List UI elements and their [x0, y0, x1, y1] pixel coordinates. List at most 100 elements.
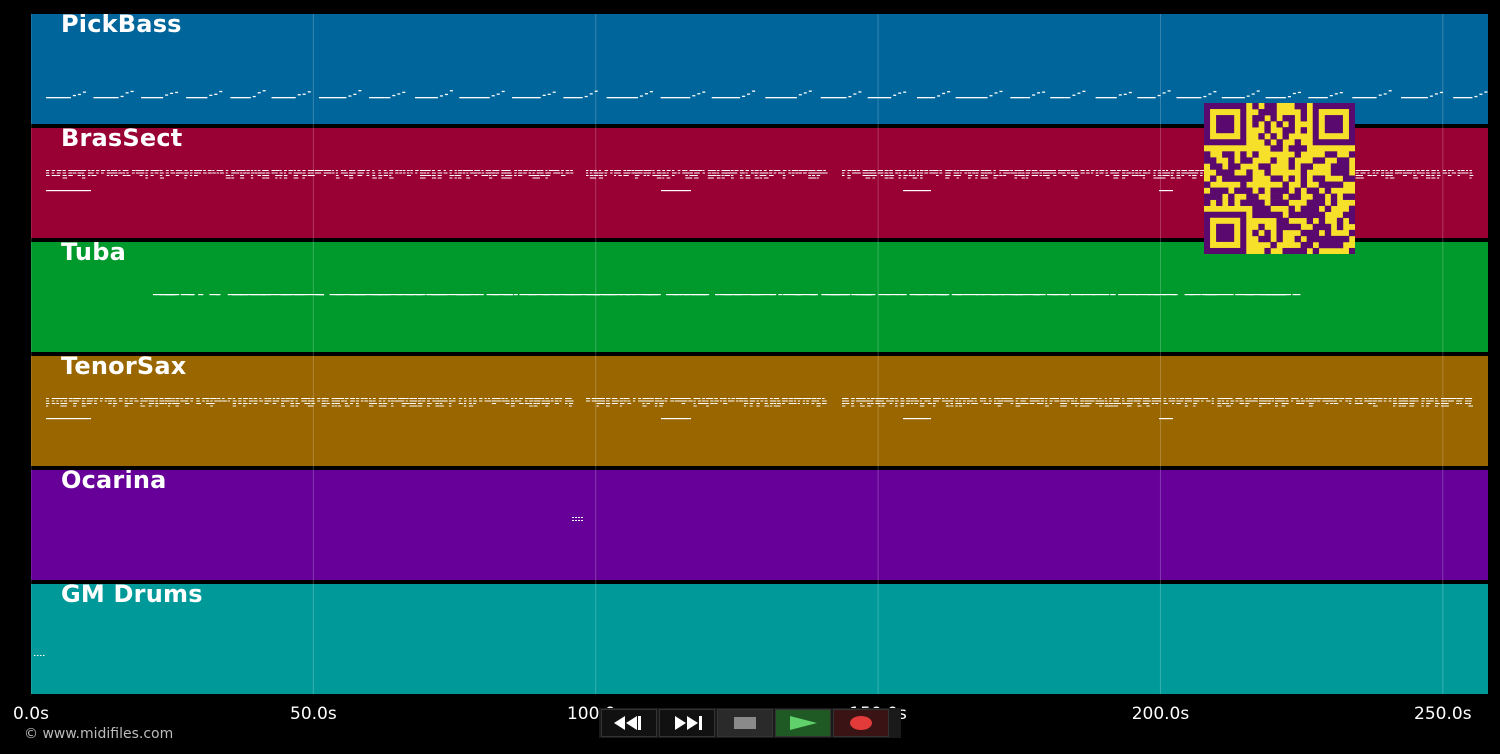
note: [489, 170, 492, 171]
note: [51, 172, 55, 174]
note: [707, 175, 713, 176]
note: [1122, 172, 1126, 174]
note: [1395, 170, 1400, 171]
note: [752, 90, 756, 92]
note: [1364, 400, 1369, 402]
qr-module: [1318, 211, 1326, 219]
note: [519, 403, 524, 404]
note: [606, 400, 610, 402]
note: [276, 400, 280, 402]
qr-module: [1348, 193, 1355, 200]
note: [512, 97, 541, 99]
track-tuba[interactable]: Tuba: [31, 242, 1488, 352]
track-pickbass[interactable]: PickBass: [31, 14, 1488, 124]
note: [1049, 398, 1055, 399]
note: [1399, 172, 1403, 174]
note: [293, 172, 299, 174]
note: [1146, 400, 1151, 402]
note: [180, 400, 185, 402]
note: [793, 398, 799, 399]
note: [1451, 172, 1457, 174]
note: [1049, 170, 1054, 171]
note: [1373, 403, 1376, 404]
note: [1300, 398, 1304, 399]
qr-module: [1324, 229, 1332, 237]
track-ocarina[interactable]: Ocarina: [31, 470, 1488, 580]
note: [971, 403, 976, 404]
note: [851, 403, 854, 404]
note: [501, 400, 506, 402]
note: [1395, 172, 1400, 174]
fast-forward-button[interactable]: [659, 709, 715, 737]
note: [1067, 170, 1071, 171]
note: [1367, 172, 1370, 174]
track-tenorsax[interactable]: TenorSax: [31, 356, 1488, 466]
note: [872, 170, 876, 171]
note: [619, 294, 630, 296]
track-name: GM Drums: [61, 584, 203, 608]
note: [693, 405, 697, 407]
note: [1049, 400, 1053, 402]
note: [198, 172, 202, 174]
note: [479, 400, 483, 402]
note: [423, 170, 427, 171]
play-button[interactable]: [775, 709, 831, 737]
note: [131, 170, 136, 171]
note: [1211, 400, 1214, 402]
note: [900, 398, 904, 399]
stop-button[interactable]: [717, 709, 773, 737]
note: [225, 172, 228, 174]
note: [1040, 400, 1044, 402]
note: [739, 398, 744, 399]
note: [674, 400, 678, 402]
note: [1409, 172, 1413, 174]
note: [1123, 93, 1127, 95]
note: [501, 177, 506, 179]
note: [734, 172, 738, 174]
note: [747, 93, 751, 95]
note: [906, 403, 910, 404]
note: [51, 403, 56, 404]
note: [1042, 170, 1048, 171]
note: [231, 170, 235, 171]
note: [216, 170, 221, 171]
note: [372, 175, 376, 176]
record-button[interactable]: [833, 709, 889, 737]
note: [1131, 175, 1136, 176]
note: [1091, 400, 1095, 402]
note: [903, 177, 907, 179]
note: [688, 398, 691, 399]
note: [170, 172, 175, 174]
note: [1398, 400, 1404, 402]
note: [945, 172, 950, 174]
note: [1244, 294, 1254, 296]
note: [1062, 172, 1066, 174]
note: [642, 405, 647, 407]
note: [1015, 294, 1023, 296]
note: [793, 403, 797, 404]
note: [1104, 405, 1110, 407]
note: [908, 170, 912, 171]
note: [1285, 398, 1289, 399]
note: [463, 405, 467, 407]
note: [264, 403, 269, 404]
note: [349, 172, 354, 174]
note: [51, 170, 55, 171]
note: [1074, 170, 1077, 171]
note: [1184, 405, 1188, 407]
note: [1192, 177, 1197, 179]
note: [1092, 294, 1100, 296]
note: [1017, 172, 1022, 174]
note: [358, 90, 362, 92]
note: [702, 170, 705, 171]
qr-module: [1342, 169, 1350, 176]
rewind-button[interactable]: [601, 709, 657, 737]
note: [51, 400, 55, 402]
note: [1021, 175, 1025, 176]
note: [596, 400, 602, 402]
note: [903, 190, 931, 192]
note: [210, 398, 216, 399]
track-gm-drums[interactable]: GM Drums: [31, 584, 1488, 694]
note: [1000, 398, 1006, 399]
note: [1142, 172, 1148, 174]
